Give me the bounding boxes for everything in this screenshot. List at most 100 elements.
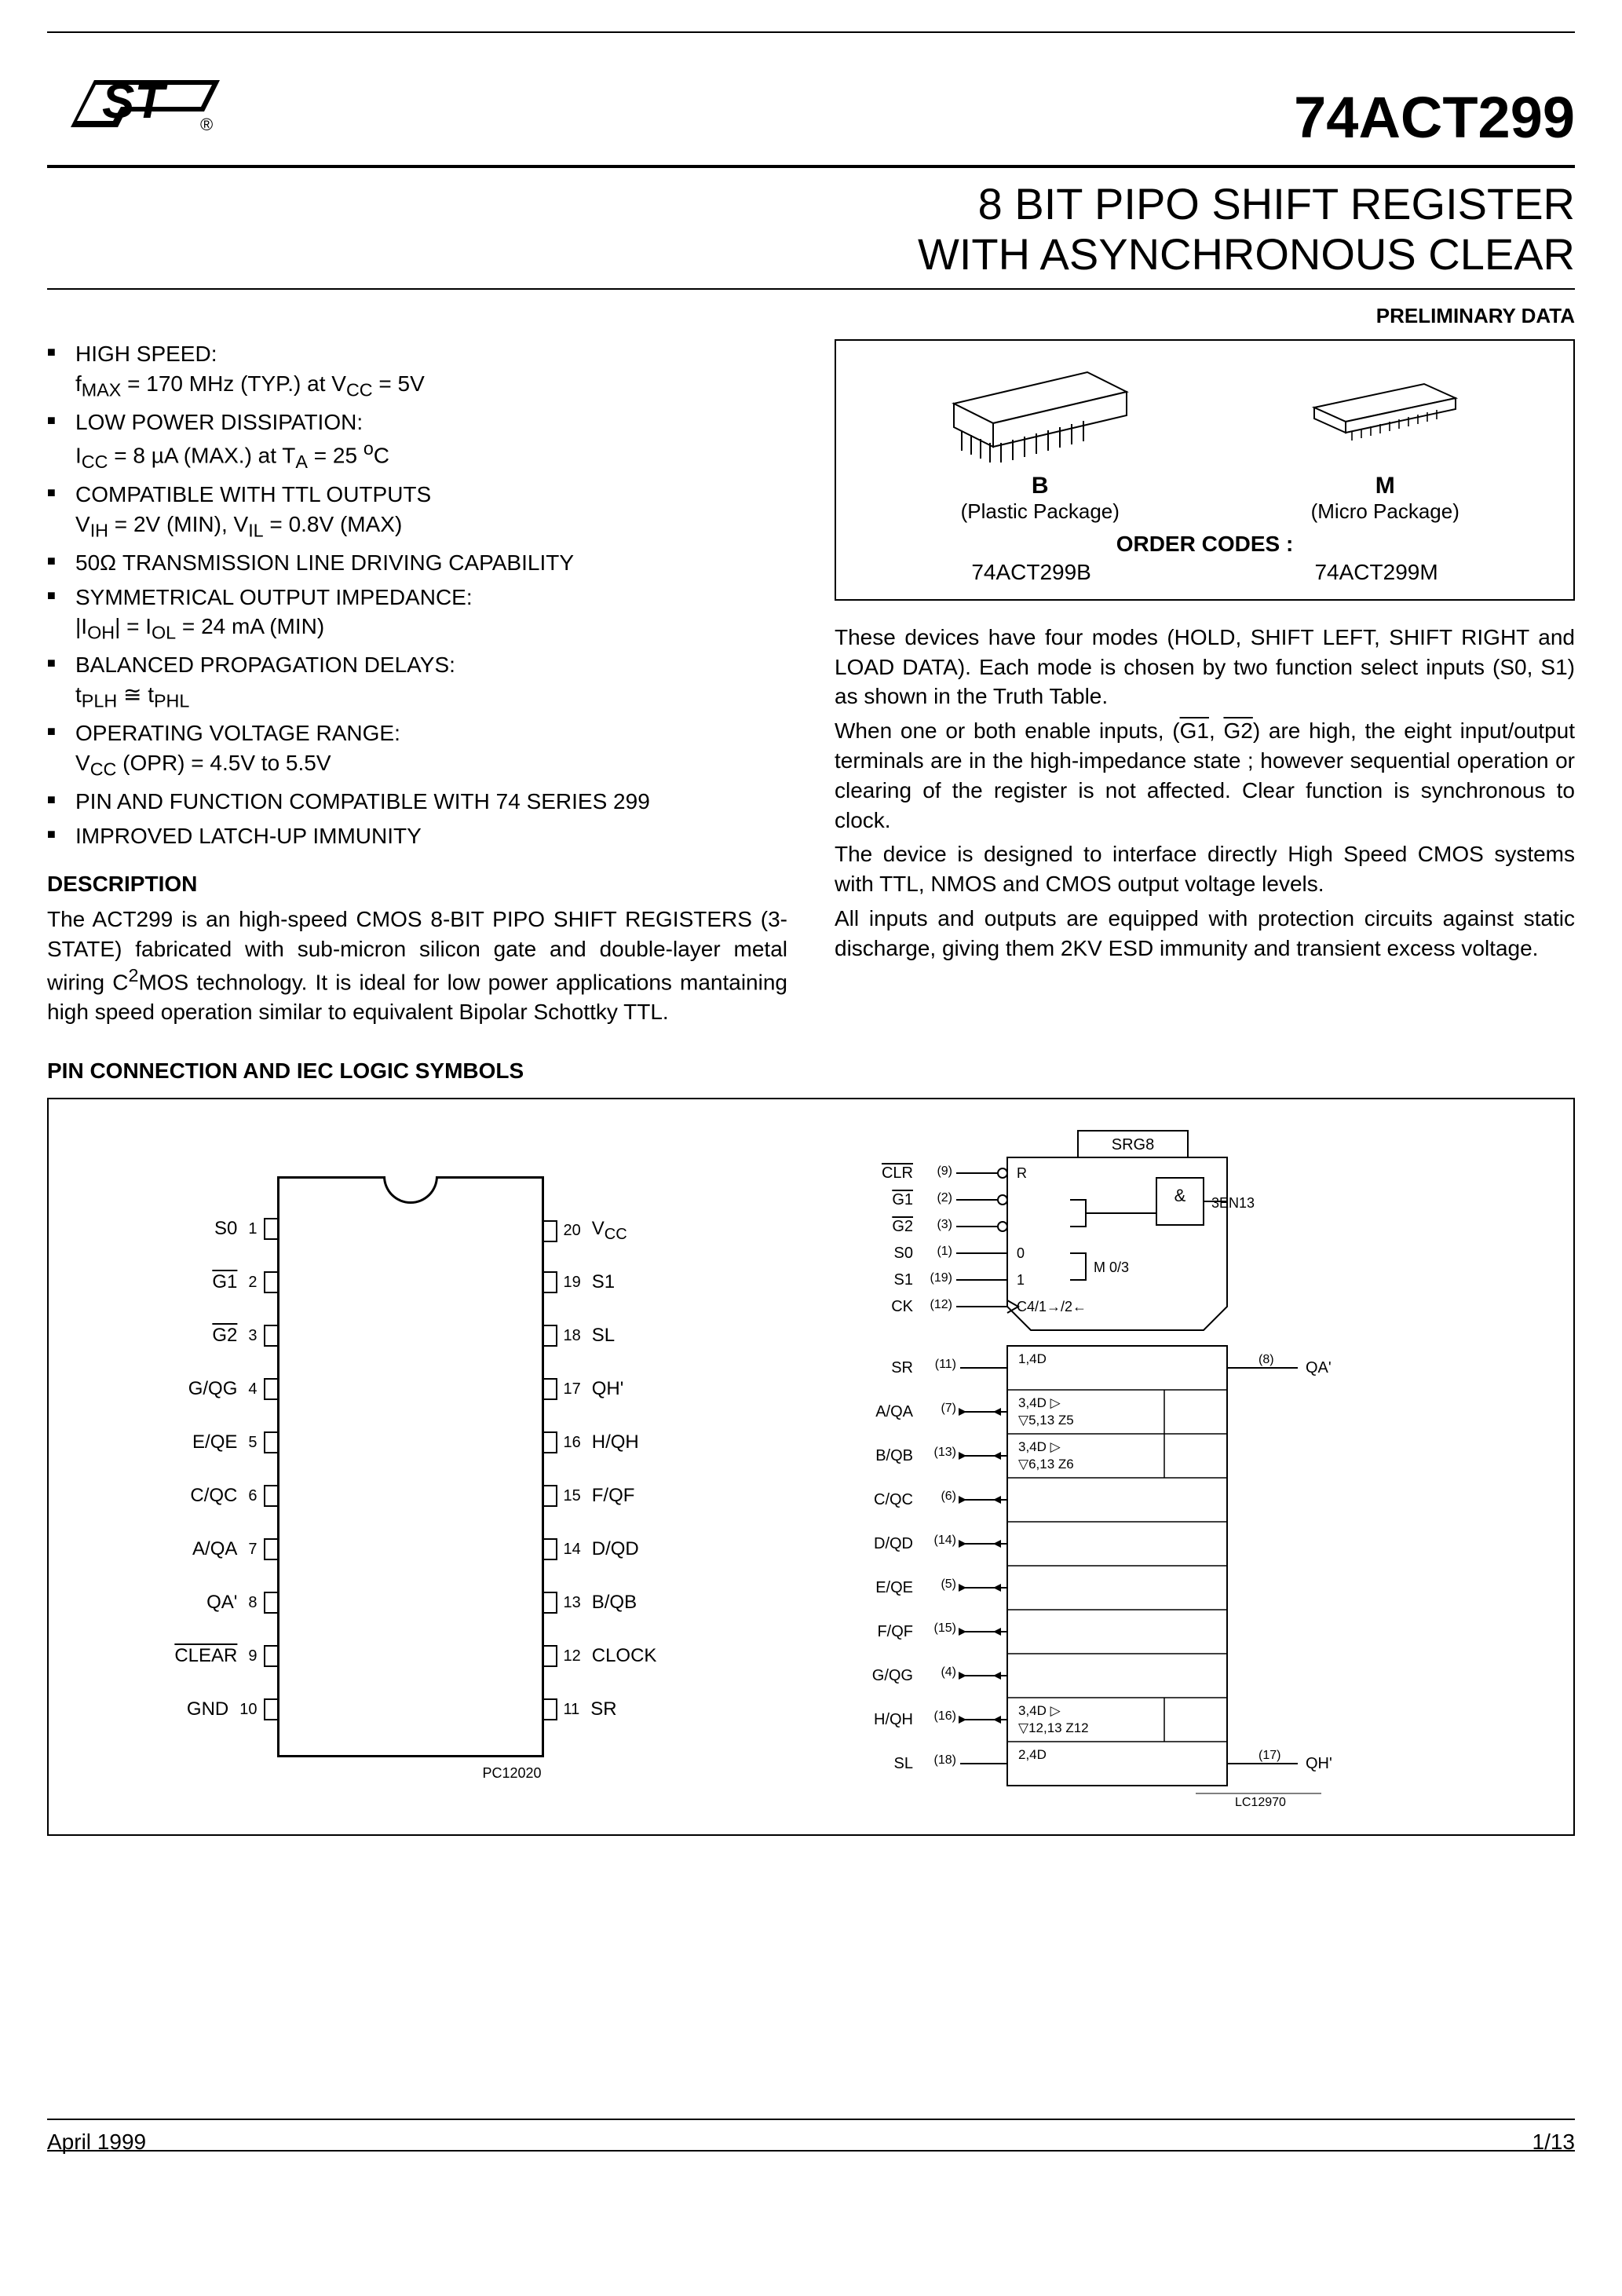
svg-text:(17): (17) — [1259, 1749, 1280, 1762]
chip-outline: PC12020 S01G12G23G/QG4E/QE5C/QC6A/QA7QA'… — [277, 1176, 544, 1757]
footer-date: April 1999 — [47, 2130, 146, 2155]
package-row: B (Plastic Package) — [860, 356, 1550, 524]
svg-text:G/QG: G/QG — [872, 1667, 913, 1684]
pin-left: C/QC6 — [138, 1485, 279, 1507]
svg-text:S1: S1 — [894, 1271, 913, 1289]
iec-diagram: SRG8CLR(9)RG1(2)G2(3)S0(1)0S1(19)1CK(12)… — [772, 1099, 1573, 1834]
svg-text:SR: SR — [891, 1359, 913, 1377]
svg-text:(6): (6) — [941, 1490, 956, 1503]
left-column: HIGH SPEED:fMAX = 170 MHz (TYP.) at VCC … — [47, 339, 787, 1027]
header: ST ® 74ACT299 — [47, 57, 1575, 168]
order-codes-title: ORDER CODES : — [860, 532, 1550, 557]
soic-package-icon — [1299, 356, 1471, 466]
right-column: B (Plastic Package) — [835, 339, 1575, 1027]
svg-text:G1: G1 — [892, 1191, 913, 1208]
feature-item: BALANCED PROPAGATION DELAYS:tPLH ≅ tPHL — [47, 650, 787, 714]
title-line-2: WITH ASYNCHRONOUS CLEAR — [47, 229, 1575, 280]
pin-right: 17QH' — [542, 1378, 683, 1400]
main-columns: HIGH SPEED:fMAX = 170 MHz (TYP.) at VCC … — [47, 339, 1575, 1027]
svg-text:M 0/3: M 0/3 — [1094, 1260, 1129, 1275]
svg-text:S0: S0 — [894, 1245, 913, 1262]
feature-item: 50Ω TRANSMISSION LINE DRIVING CAPABILITY — [47, 548, 787, 578]
feature-item: COMPATIBLE WITH TTL OUTPUTSVIH = 2V (MIN… — [47, 480, 787, 543]
svg-text:D/QD: D/QD — [874, 1535, 913, 1552]
dip-package-icon — [938, 356, 1142, 466]
svg-text:H/QH: H/QH — [874, 1711, 913, 1728]
pin-right: 19S1 — [542, 1271, 683, 1293]
svg-text:▽5,13 Z5: ▽5,13 Z5 — [1018, 1413, 1074, 1428]
svg-text:(8): (8) — [1259, 1353, 1274, 1366]
pin-left: G/QG4 — [138, 1378, 279, 1400]
svg-text:®: ® — [200, 115, 213, 134]
svg-text:G2: G2 — [892, 1218, 913, 1235]
svg-text:(3): (3) — [937, 1218, 952, 1231]
pin-diagram: PC12020 S01G12G23G/QG4E/QE5C/QC6A/QA7QA'… — [49, 1099, 772, 1834]
pin-left: G12 — [138, 1271, 279, 1293]
svg-text:(2): (2) — [937, 1191, 952, 1205]
package-b-label: B — [938, 473, 1142, 499]
svg-text:(12): (12) — [930, 1298, 952, 1311]
svg-text:1: 1 — [1017, 1272, 1025, 1288]
svg-text:(4): (4) — [941, 1665, 956, 1679]
svg-text:(18): (18) — [934, 1753, 956, 1767]
svg-text:(15): (15) — [934, 1621, 956, 1635]
footer-page: 1/13 — [1532, 2130, 1576, 2155]
svg-text:(13): (13) — [934, 1446, 956, 1459]
pin-right: 20VCC — [542, 1218, 683, 1244]
svg-text:B/QB: B/QB — [875, 1447, 913, 1464]
svg-text:3,4D ▷: 3,4D ▷ — [1018, 1439, 1061, 1454]
st-logo: ST ® — [47, 57, 236, 151]
svg-text:F/QF: F/QF — [877, 1623, 913, 1640]
svg-text:(5): (5) — [941, 1578, 956, 1591]
svg-text:(1): (1) — [937, 1245, 952, 1258]
svg-text:CK: CK — [891, 1298, 913, 1315]
feature-item: OPERATING VOLTAGE RANGE:VCC (OPR) = 4.5V… — [47, 718, 787, 782]
preliminary-data: PRELIMINARY DATA — [47, 304, 1575, 328]
pin-right: 13B/QB — [542, 1592, 683, 1614]
pin-left: GND10 — [138, 1698, 279, 1720]
pin-left: QA'8 — [138, 1592, 279, 1614]
svg-text:3,4D ▷: 3,4D ▷ — [1018, 1395, 1061, 1410]
svg-text:(14): (14) — [934, 1534, 956, 1547]
svg-text:C4/1→/2←: C4/1→/2← — [1017, 1299, 1087, 1314]
description-heading: DESCRIPTION — [47, 872, 787, 897]
pin-left: S01 — [138, 1218, 279, 1240]
order-code-m: 74ACT299M — [1314, 560, 1438, 585]
page: ST ® 74ACT299 8 BIT PIPO SHIFT REGISTER … — [47, 31, 1575, 2152]
svg-text:(19): (19) — [930, 1271, 952, 1285]
pin-right: 15F/QF — [542, 1485, 683, 1507]
pin-left: E/QE5 — [138, 1431, 279, 1453]
order-codes-row: 74ACT299B 74ACT299M — [860, 560, 1550, 585]
svg-text:E/QE: E/QE — [875, 1579, 913, 1596]
order-code-b: 74ACT299B — [971, 560, 1091, 585]
svg-text:(7): (7) — [941, 1402, 956, 1415]
svg-text:A/QA: A/QA — [875, 1403, 913, 1420]
svg-text:SL: SL — [894, 1755, 913, 1772]
svg-text:CLR: CLR — [882, 1164, 913, 1182]
pin-right: 18SL — [542, 1325, 683, 1347]
feature-item: HIGH SPEED:fMAX = 170 MHz (TYP.) at VCC … — [47, 339, 787, 403]
svg-text:(11): (11) — [935, 1358, 956, 1371]
pc-label: PC12020 — [482, 1765, 541, 1782]
body-paragraph: All inputs and outputs are equipped with… — [835, 904, 1575, 963]
body-paragraph: These devices have four modes (HOLD, SHI… — [835, 623, 1575, 711]
title-line-1: 8 BIT PIPO SHIFT REGISTER — [47, 179, 1575, 229]
svg-text:0: 0 — [1017, 1245, 1025, 1261]
part-number: 74ACT299 — [1294, 84, 1575, 151]
feature-item: LOW POWER DISSIPATION:ICC = 8 µA (MAX.) … — [47, 408, 787, 475]
svg-text:QA': QA' — [1306, 1359, 1332, 1377]
package-m-label: M — [1299, 473, 1471, 499]
feature-item: SYMMETRICAL OUTPUT IMPEDANCE:|IOH| = IOL… — [47, 583, 787, 646]
svg-text:1,4D: 1,4D — [1018, 1351, 1047, 1366]
right-paragraphs: These devices have four modes (HOLD, SHI… — [835, 623, 1575, 963]
package-b: B (Plastic Package) — [938, 356, 1142, 524]
svg-text:3EN13: 3EN13 — [1211, 1195, 1255, 1211]
svg-text:▽6,13 Z6: ▽6,13 Z6 — [1018, 1457, 1074, 1472]
svg-text:2,4D: 2,4D — [1018, 1747, 1047, 1762]
features-list: HIGH SPEED:fMAX = 170 MHz (TYP.) at VCC … — [47, 339, 787, 851]
svg-text:ST: ST — [102, 75, 168, 129]
package-box: B (Plastic Package) — [835, 339, 1575, 601]
description-text: The ACT299 is an high-speed CMOS 8-BIT P… — [47, 905, 787, 1028]
title-block: 8 BIT PIPO SHIFT REGISTER WITH ASYNCHRON… — [47, 168, 1575, 290]
body-paragraph: The device is designed to interface dire… — [835, 839, 1575, 899]
